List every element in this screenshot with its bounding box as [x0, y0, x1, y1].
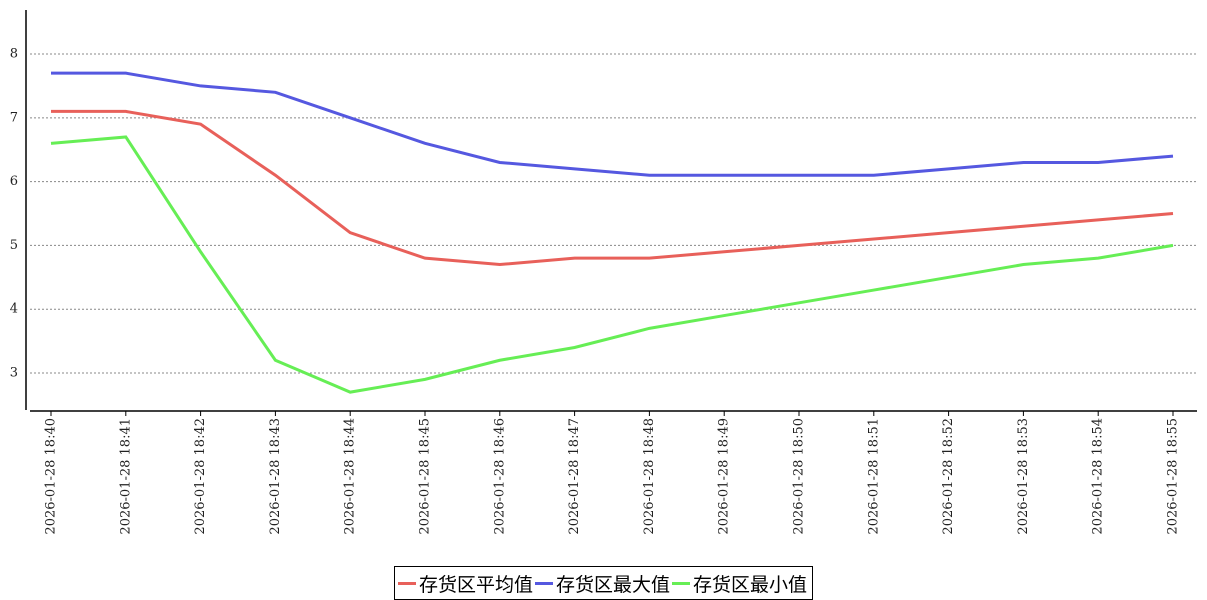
x-tick-label: 2026-01-28 18:50: [792, 418, 807, 535]
x-tick-label: 2026-01-28 18:53: [1016, 418, 1031, 535]
y-tick-label: 5: [10, 238, 18, 253]
x-tick-label: 2026-01-28 18:40: [44, 418, 59, 535]
y-tick-label: 7: [10, 110, 18, 125]
x-tick-label: 2026-01-28 18:42: [193, 418, 208, 535]
x-tick-label: 2026-01-28 18:46: [492, 418, 507, 535]
y-tick-label: 8: [10, 47, 18, 62]
legend-label: 存货区最大值: [555, 573, 670, 596]
x-tick-label: 2026-01-28 18:51: [866, 418, 881, 535]
x-tick-label: 2026-01-28 18:47: [567, 418, 582, 535]
legend-box: 存货区平均值 存货区最大值 存货区最小值: [393, 566, 814, 600]
y-tick-label: 4: [10, 302, 18, 317]
legend-label: 存货区最小值: [693, 573, 808, 596]
series-line: [51, 71, 1174, 177]
series-line: [50, 135, 1174, 394]
legend-swatch: [534, 581, 553, 585]
x-tick-label: 2026-01-28 18:43: [268, 418, 283, 535]
x-tick-label: 2026-01-28 18:55: [1166, 418, 1181, 535]
chart: 3 4 5 6 7 8 2026-01-28 18:40 2026-01-28 18:41 20…: [10, 10, 1197, 535]
legend-item[interactable]: 存货区平均值: [397, 570, 533, 597]
x-tick-label: 2026-01-28 18:48: [642, 418, 657, 535]
legend-swatch: [397, 581, 416, 585]
y-tick-label: 6: [10, 174, 18, 189]
legend-label: 存货区平均值: [418, 573, 533, 596]
legend-item[interactable]: 存货区最小值: [672, 570, 807, 597]
x-tick-label: 2026-01-28 18:54: [1091, 418, 1106, 535]
legend-swatch: [672, 581, 690, 585]
legend-item[interactable]: 存货区最大值: [534, 570, 670, 597]
x-tick-label: 2026-01-28 18:52: [941, 418, 956, 535]
series-line: [51, 109, 1174, 267]
x-tick-label: 2026-01-28 18:41: [118, 418, 133, 535]
x-tick-label: 2026-01-28 18:49: [717, 418, 732, 535]
y-tick-label: 3: [10, 365, 18, 380]
x-tick-label: 2026-01-28 18:44: [343, 418, 358, 535]
x-tick-label: 2026-01-28 18:45: [418, 418, 433, 535]
legend: 存货区平均值 存货区最大值 存货区最小值: [0, 566, 1207, 600]
